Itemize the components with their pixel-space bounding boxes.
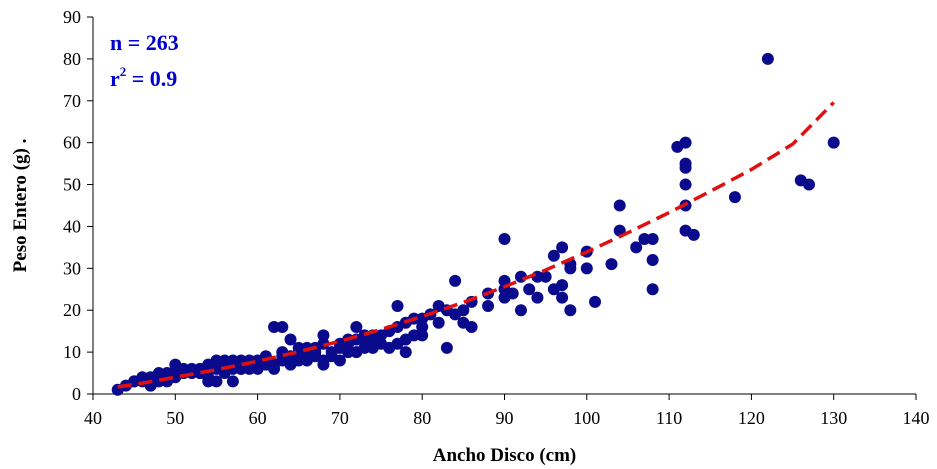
- y-tick-label: 70: [63, 91, 81, 111]
- data-point: [761, 52, 774, 65]
- data-point: [432, 316, 445, 329]
- data-point: [630, 241, 643, 254]
- data-point: [358, 341, 371, 354]
- data-point: [226, 375, 239, 388]
- data-point: [440, 341, 453, 354]
- data-point: [449, 274, 462, 287]
- y-tick-label: 30: [63, 258, 81, 278]
- data-point: [679, 178, 692, 191]
- data-point: [284, 333, 297, 346]
- x-tick-label: 110: [656, 408, 682, 428]
- x-tick-label: 120: [738, 408, 765, 428]
- x-tick-label: 40: [84, 408, 102, 428]
- x-tick-label: 50: [166, 408, 184, 428]
- data-point: [350, 320, 363, 333]
- x-tick-label: 90: [496, 408, 514, 428]
- x-tick-label: 100: [573, 408, 600, 428]
- data-point: [416, 329, 429, 342]
- data-point: [202, 375, 215, 388]
- data-point: [268, 320, 281, 333]
- data-point: [646, 233, 659, 246]
- data-point: [728, 191, 741, 204]
- data-point: [317, 329, 330, 342]
- data-point: [276, 320, 289, 333]
- data-point: [342, 346, 355, 359]
- data-point: [210, 375, 223, 388]
- data-point: [679, 136, 692, 149]
- data-point: [457, 304, 470, 317]
- y-tick-label: 50: [63, 175, 81, 195]
- y-tick-label: 40: [63, 216, 81, 236]
- data-point: [580, 262, 593, 275]
- y-tick-label: 60: [63, 133, 81, 153]
- data-point: [646, 283, 659, 296]
- data-point: [539, 270, 552, 283]
- data-point: [416, 320, 429, 333]
- data-point: [638, 233, 651, 246]
- trend-line-group: [117, 101, 835, 389]
- x-tick-label: 60: [249, 408, 267, 428]
- data-point: [498, 233, 511, 246]
- data-point: [391, 300, 404, 313]
- r-value: = 0.9: [126, 66, 177, 91]
- data-point: [803, 178, 816, 191]
- tick-labels: 0 10 20 30 40 50 60 70 80 90 40 50 60 70 80 90 100 110 120…: [63, 7, 930, 428]
- data-point: [556, 279, 569, 292]
- data-point: [333, 354, 346, 367]
- x-tick-label: 140: [903, 408, 930, 428]
- data-point: [605, 258, 618, 271]
- y-tick-label: 80: [63, 49, 81, 69]
- y-tick-label: 10: [63, 342, 81, 362]
- data-point: [465, 320, 478, 333]
- data-point: [589, 295, 602, 308]
- y-tick-label: 0: [72, 384, 81, 404]
- r-squared-annotation: r2 = 0.9: [110, 64, 177, 91]
- r-superscript: 2: [120, 64, 127, 79]
- data-point: [687, 228, 700, 241]
- data-point: [827, 136, 840, 149]
- data-point: [482, 300, 495, 313]
- x-tick-label: 80: [413, 408, 431, 428]
- r-symbol: r: [110, 66, 120, 91]
- data-point: [523, 283, 536, 296]
- axes: [87, 16, 917, 400]
- data-point: [679, 157, 692, 170]
- trend-line: [117, 101, 835, 389]
- y-tick-label: 20: [63, 300, 81, 320]
- data-point: [556, 241, 569, 254]
- data-point: [531, 291, 544, 304]
- data-point: [407, 329, 420, 342]
- data-point: [514, 304, 527, 317]
- data-point: [613, 199, 626, 212]
- data-point: [547, 249, 560, 262]
- x-tick-label: 70: [331, 408, 349, 428]
- data-point: [399, 346, 412, 359]
- data-point: [292, 354, 305, 367]
- data-point: [564, 304, 577, 317]
- y-axis-title: Peso Entero (g) .: [10, 139, 31, 273]
- data-point: [646, 253, 659, 266]
- x-axis-title: Ancho Disco (cm): [433, 445, 577, 466]
- y-tick-label: 90: [63, 7, 81, 27]
- sample-size-annotation: n = 263: [110, 30, 179, 55]
- x-tick-label: 130: [820, 408, 847, 428]
- data-points: [111, 52, 840, 396]
- data-point: [506, 287, 519, 300]
- data-point: [556, 291, 569, 304]
